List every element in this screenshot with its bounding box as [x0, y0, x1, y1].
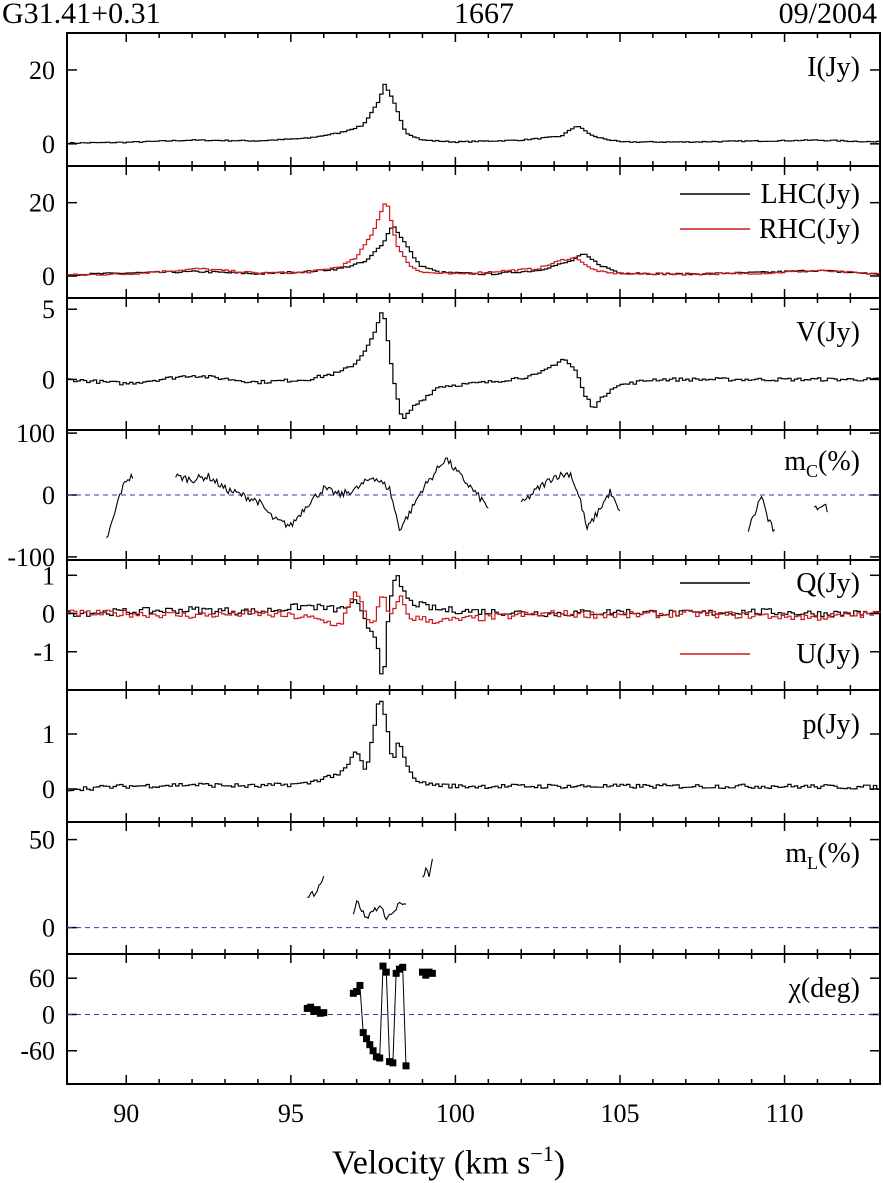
chi-point: [382, 968, 390, 976]
panel-frame-chi: [66, 953, 881, 1085]
y-tick-label-v: 0: [42, 365, 55, 394]
segment-mc-4: [813, 503, 828, 513]
legend-label: Q(Jy): [796, 568, 860, 599]
segment-mc-0: [106, 472, 134, 539]
segment-ml-1: [352, 900, 407, 921]
chi-point: [392, 969, 400, 977]
panel-title-i: I(Jy): [807, 52, 860, 83]
chi-point: [389, 1059, 397, 1067]
chi-point: [399, 963, 407, 971]
legend-label: LHC(Jy): [760, 179, 860, 210]
chi-point: [307, 1003, 315, 1011]
segment-ml-0: [307, 876, 325, 898]
chi-point: [363, 1035, 371, 1043]
x-tick-label: 110: [766, 1099, 804, 1128]
chi-point: [369, 1047, 377, 1055]
series-line-p-0: [67, 700, 881, 792]
segment-mc-1: [175, 457, 489, 532]
y-tick-label-ml: 0: [42, 914, 55, 943]
y-tick-label-q_u: -1: [33, 638, 55, 667]
x-axis-label-close: ): [553, 1144, 566, 1182]
chi-point: [379, 962, 387, 970]
y-tick-label-p: 1: [42, 720, 55, 749]
panel-title-p: p(Jy): [802, 709, 860, 740]
panel-frame-q_u: [66, 559, 881, 691]
y-tick-label-mc: -100: [7, 543, 55, 572]
y-tick-label-i: 0: [42, 130, 55, 159]
chi-point: [353, 987, 361, 995]
panel-frame-ml: [66, 821, 881, 955]
chi-point: [313, 1006, 321, 1014]
series-line-i-0: [67, 83, 881, 145]
chi-point: [359, 1029, 367, 1037]
panel-title-v: V(Jy): [796, 317, 860, 348]
y-tick-label-chi: 0: [42, 1000, 55, 1029]
y-tick-label-chi: -60: [20, 1037, 55, 1066]
x-tick-label: 100: [436, 1099, 475, 1128]
line-frequency: 1667: [454, 0, 514, 30]
segment-ml-2: [422, 858, 433, 878]
segment-mc-3: [747, 495, 776, 533]
panel-frame-i: [66, 32, 881, 167]
series-line-q_u-ujy: [67, 591, 881, 627]
chi-point: [366, 1041, 374, 1049]
series-line-v-0: [67, 312, 881, 419]
legend-label: RHC(Jy): [759, 214, 860, 245]
y-tick-label-mc: 0: [42, 481, 55, 510]
x-tick-label: 105: [600, 1099, 639, 1128]
panel-title-chi: χ(deg): [787, 973, 860, 1004]
y-tick-label-q_u: 1: [42, 561, 55, 590]
y-tick-label-i: 20: [29, 56, 55, 85]
panel-title-ml: mL(%): [785, 838, 860, 873]
x-axis-label-text: Velocity (km s: [332, 1144, 531, 1182]
y-tick-label-lhc_rhc: 20: [29, 189, 55, 218]
x-tick-label: 90: [113, 1099, 139, 1128]
x-axis-label: Velocity (km s−1): [332, 1134, 565, 1183]
series-line-q_u-qjy: [67, 575, 881, 675]
y-tick-label-lhc_rhc: 0: [42, 262, 55, 291]
x-axis-label-exponent: −1: [530, 1141, 554, 1166]
series-line-lhc_rhc-rhcjy: [67, 203, 881, 276]
panel-frame-p: [66, 689, 881, 823]
y-tick-label-p: 0: [42, 775, 55, 804]
y-tick-label-v: 5: [42, 295, 55, 324]
panel-frame-v: [66, 297, 881, 431]
y-tick-label-mc: 100: [16, 419, 55, 448]
panel-title-mc: mC(%): [784, 446, 860, 481]
legend-label: U(Jy): [796, 639, 860, 670]
chi-point: [376, 1054, 384, 1062]
chi-point: [356, 981, 364, 989]
y-tick-label-chi: 60: [29, 964, 55, 993]
y-tick-label-q_u: 0: [42, 600, 55, 629]
chi-point: [402, 1062, 410, 1070]
chi-point: [428, 969, 436, 977]
observation-date: 09/2004: [778, 0, 877, 30]
source-name: G31.41+0.31: [2, 0, 161, 30]
chi-point: [320, 1009, 328, 1017]
segment-mc-2: [520, 471, 621, 532]
x-tick-label: 95: [278, 1099, 304, 1128]
y-tick-label-ml: 50: [29, 826, 55, 855]
